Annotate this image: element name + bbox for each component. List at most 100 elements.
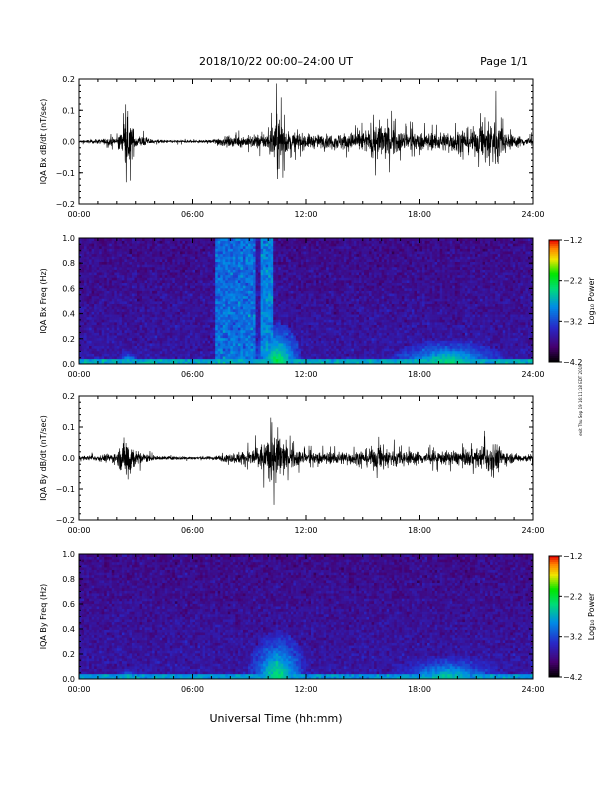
spectrogram-cell bbox=[261, 293, 264, 296]
spectrogram-cell bbox=[225, 264, 228, 267]
spectrogram-cell bbox=[198, 241, 201, 244]
spectrogram-cell bbox=[97, 351, 100, 354]
spectrogram-cell bbox=[104, 312, 107, 315]
spectrogram-cell bbox=[142, 359, 145, 362]
spectrogram-cell bbox=[261, 309, 264, 312]
spectrogram-cell bbox=[87, 251, 90, 254]
spectrogram-cell bbox=[258, 243, 261, 246]
spectrogram-cell bbox=[258, 314, 261, 317]
spectrogram-cell bbox=[268, 351, 271, 354]
spectrogram-cell bbox=[283, 346, 286, 349]
spectrogram-cell bbox=[157, 272, 160, 275]
spectrogram-cell bbox=[291, 325, 294, 328]
spectrogram-cell bbox=[104, 322, 107, 325]
spectrogram-cell bbox=[238, 275, 241, 278]
spectrogram-cell bbox=[165, 251, 168, 254]
spectrogram-cell bbox=[314, 348, 317, 351]
spectrogram-cell bbox=[245, 330, 248, 333]
spectrogram-cell bbox=[87, 280, 90, 283]
spectrogram-cell bbox=[170, 335, 173, 338]
spectrogram-cell bbox=[296, 280, 299, 283]
spectrogram-cell bbox=[303, 291, 306, 294]
spectrogram-cell bbox=[122, 256, 125, 259]
spectrogram-cell bbox=[251, 264, 254, 267]
spectrogram-cell bbox=[198, 280, 201, 283]
spectrogram-cell bbox=[256, 243, 259, 246]
spectrogram-cell bbox=[251, 296, 254, 299]
spectrogram-cell bbox=[218, 270, 221, 273]
spectrogram-cell bbox=[203, 259, 206, 262]
spectrogram-cell bbox=[309, 304, 312, 307]
spectrogram-cell bbox=[215, 304, 218, 307]
spectrogram-cell bbox=[162, 312, 165, 315]
spectrogram-cell bbox=[109, 338, 112, 341]
spectrogram-cell bbox=[256, 330, 259, 333]
spectrogram-cell bbox=[288, 254, 291, 257]
spectrogram-cell bbox=[230, 246, 233, 249]
spectrogram-cell bbox=[324, 280, 327, 283]
spectrogram-cell bbox=[127, 280, 130, 283]
spectrogram-cell bbox=[152, 348, 155, 351]
spectrogram-cell bbox=[271, 293, 274, 296]
spectrogram-cell bbox=[266, 288, 269, 291]
spectrogram-cell bbox=[223, 249, 226, 252]
spectrogram-cell bbox=[92, 306, 95, 309]
spectrogram-cell bbox=[238, 280, 241, 283]
spectrogram-cell bbox=[235, 277, 238, 280]
spectrogram-cell bbox=[89, 346, 92, 349]
spectrogram-cell bbox=[306, 275, 309, 278]
spectrogram-cell bbox=[286, 293, 289, 296]
spectrogram-cell bbox=[150, 335, 153, 338]
spectrogram-cell bbox=[238, 277, 241, 280]
spectrogram-cell bbox=[230, 262, 233, 265]
spectrogram-cell bbox=[195, 277, 198, 280]
spectrogram-cell bbox=[150, 298, 153, 301]
spectrogram-cell bbox=[109, 280, 112, 283]
spectrogram-cell bbox=[152, 298, 155, 301]
spectrogram-cell bbox=[182, 280, 185, 283]
spectrogram-cell bbox=[306, 343, 309, 346]
spectrogram-cell bbox=[233, 288, 236, 291]
spectrogram-cell bbox=[213, 317, 216, 320]
spectrogram-cell bbox=[165, 348, 168, 351]
spectrogram-cell bbox=[150, 354, 153, 357]
spectrogram-cell bbox=[119, 256, 122, 259]
spectrogram-cell bbox=[104, 359, 107, 362]
spectrogram-cell bbox=[245, 293, 248, 296]
spectrogram-cell bbox=[187, 348, 190, 351]
spectrogram-cell bbox=[273, 312, 276, 315]
spectrogram-cell bbox=[117, 272, 120, 275]
spectrogram-cell bbox=[215, 277, 218, 280]
spectrogram-cell bbox=[152, 249, 155, 252]
spectrogram-cell bbox=[329, 264, 332, 267]
spectrogram-cell bbox=[127, 304, 130, 307]
spectrogram-cell bbox=[293, 267, 296, 270]
spectrogram-cell bbox=[119, 333, 122, 336]
spectrogram-cell bbox=[107, 340, 110, 343]
spectrogram-cell bbox=[248, 317, 251, 320]
spectrogram-cell bbox=[132, 241, 135, 244]
spectrogram-cell bbox=[124, 283, 127, 286]
spectrogram-cell bbox=[329, 351, 332, 354]
spectrogram-cell bbox=[152, 259, 155, 262]
spectrogram-cell bbox=[167, 333, 170, 336]
spectrogram-cell bbox=[160, 327, 163, 330]
spectrogram-cell bbox=[311, 262, 314, 265]
spectrogram-cell bbox=[87, 359, 90, 362]
spectrogram-cell bbox=[127, 301, 130, 304]
spectrogram-cell bbox=[248, 351, 251, 354]
spectrogram-cell bbox=[218, 304, 221, 307]
spectrogram-cell bbox=[223, 301, 226, 304]
spectrogram-cell bbox=[160, 359, 163, 362]
spectrogram-cell bbox=[228, 285, 231, 288]
spectrogram-cell bbox=[142, 356, 145, 359]
spectrogram-cell bbox=[213, 354, 216, 357]
spectrogram-cell bbox=[251, 246, 254, 249]
spectrogram-cell bbox=[210, 254, 213, 257]
spectrogram-cell bbox=[180, 251, 183, 254]
spectrogram-cell bbox=[281, 264, 284, 267]
spectrogram-cell bbox=[235, 333, 238, 336]
spectrogram-cell bbox=[314, 283, 317, 286]
spectrogram-cell bbox=[286, 317, 289, 320]
spectrogram-cell bbox=[142, 327, 145, 330]
